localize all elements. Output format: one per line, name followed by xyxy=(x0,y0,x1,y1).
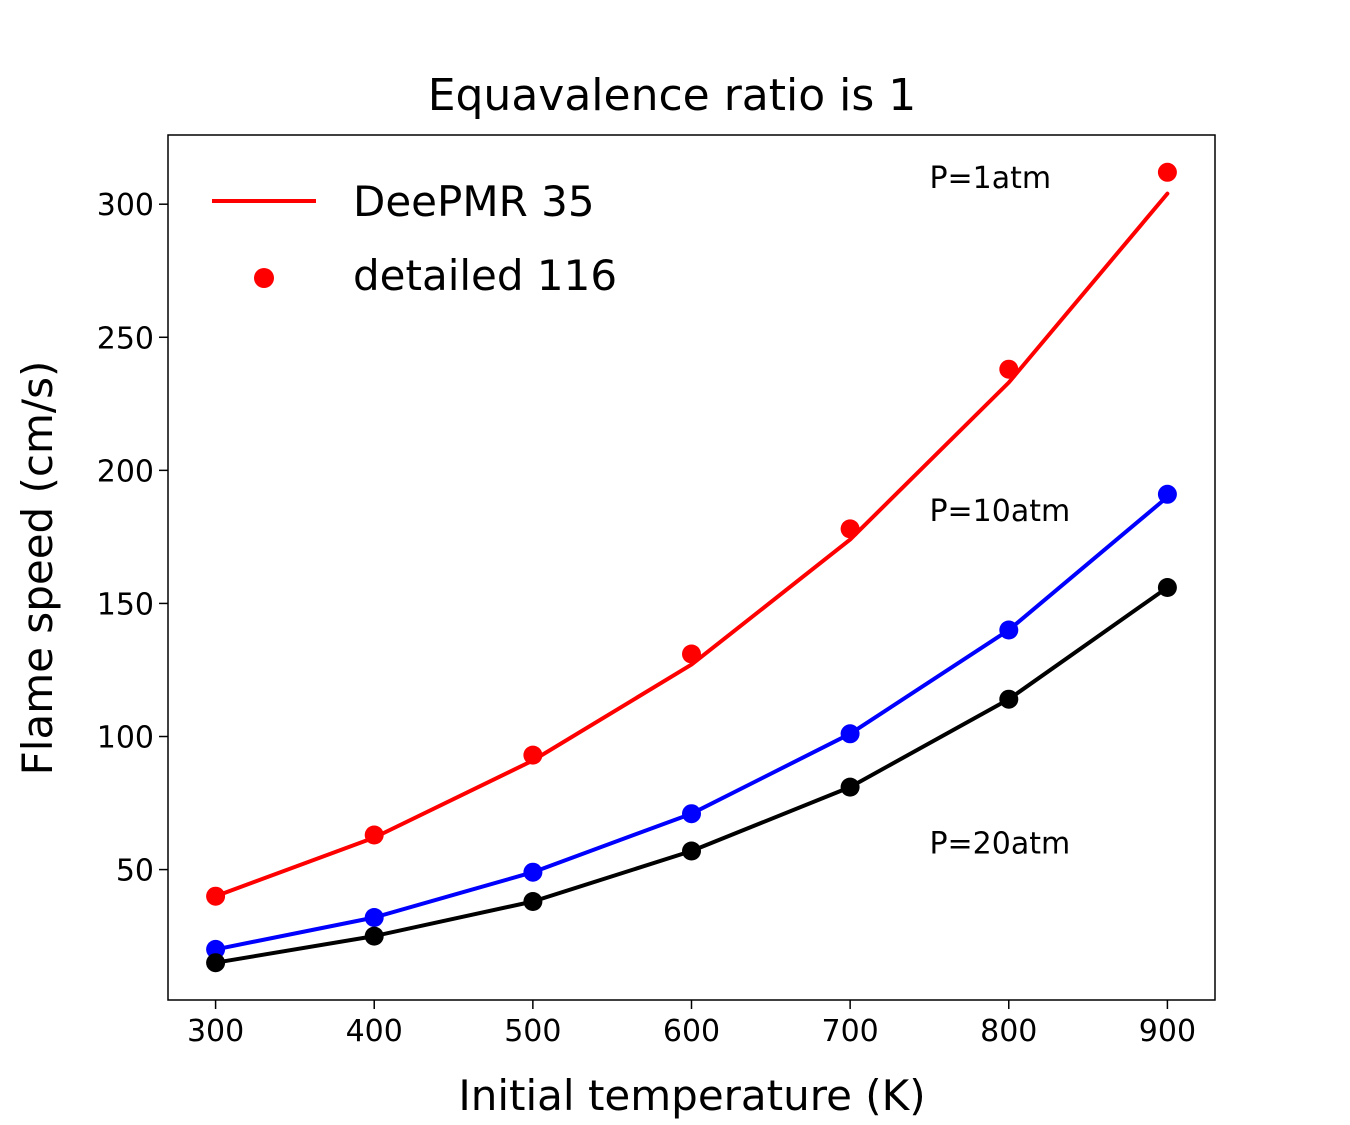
series-line-2 xyxy=(213,495,1170,952)
series-2-point-400 xyxy=(364,908,384,927)
series-2-point-700 xyxy=(840,724,860,744)
legend-label-model: DeePMR 35 xyxy=(353,177,595,226)
x-axis-label: Initial temperature (K) xyxy=(458,1071,925,1120)
plot-marks xyxy=(206,162,1177,973)
legend-dot-swatch xyxy=(254,268,274,288)
series-1-point-900 xyxy=(1157,162,1177,182)
y-axis-ticks: 50 100 150 200 250 300 xyxy=(97,188,168,889)
series-2-point-900 xyxy=(1157,484,1177,504)
series-1-point-300 xyxy=(206,886,226,906)
y-tick-label-250: 250 xyxy=(97,321,154,356)
x-tick-label-400: 400 xyxy=(346,1014,403,1049)
series-1-point-800 xyxy=(999,359,1019,379)
y-tick-label-300: 300 xyxy=(97,188,154,223)
series-1-point-400 xyxy=(364,825,384,845)
y-axis-label: Flame speed (cm/s) xyxy=(13,361,62,776)
x-tick-label-300: 300 xyxy=(187,1014,244,1049)
x-tick-label-800: 800 xyxy=(980,1014,1037,1049)
pressure-annotation-1: P=1atm xyxy=(929,161,1051,196)
series-3-point-500 xyxy=(523,892,543,911)
series-1-point-500 xyxy=(523,745,543,765)
series-1-point-700 xyxy=(840,519,860,539)
series-2-point-600 xyxy=(682,804,701,824)
legend-label-detailed: detailed 116 xyxy=(353,251,617,300)
pressure-annotations: P=1atm P=10atm P=20atm xyxy=(929,161,1070,861)
series-2-point-800 xyxy=(999,620,1019,640)
legend: DeePMR 35 detailed 116 xyxy=(212,177,617,300)
series-3-point-700 xyxy=(840,777,860,797)
x-tick-label-600: 600 xyxy=(663,1014,720,1049)
series-3-point-900 xyxy=(1157,578,1177,597)
pressure-annotation-3: P=20atm xyxy=(929,827,1070,862)
x-tick-label-900: 900 xyxy=(1139,1014,1196,1049)
series-2-point-300 xyxy=(206,939,226,959)
series-1-point-600 xyxy=(682,644,701,664)
y-tick-label-150: 150 xyxy=(97,587,154,622)
chart-title: Equavalence ratio is 1 xyxy=(428,70,917,121)
series-3-point-600 xyxy=(682,841,701,861)
pressure-annotation-2: P=10atm xyxy=(929,494,1070,529)
series-3-point-800 xyxy=(999,689,1019,709)
x-tick-label-700: 700 xyxy=(822,1014,879,1049)
x-tick-label-500: 500 xyxy=(504,1014,561,1049)
series-2-point-500 xyxy=(523,862,543,882)
y-tick-label-50: 50 xyxy=(116,854,154,889)
plot-frame xyxy=(167,134,1216,1001)
y-tick-label-200: 200 xyxy=(97,454,154,489)
series-line-3 xyxy=(213,585,1170,965)
series-3-point-300 xyxy=(206,953,226,973)
x-axis-ticks: 300 400 500 600 700 800 900 xyxy=(187,1000,1196,1049)
y-tick-label-100: 100 xyxy=(97,721,154,756)
series-3-point-400 xyxy=(364,926,384,946)
